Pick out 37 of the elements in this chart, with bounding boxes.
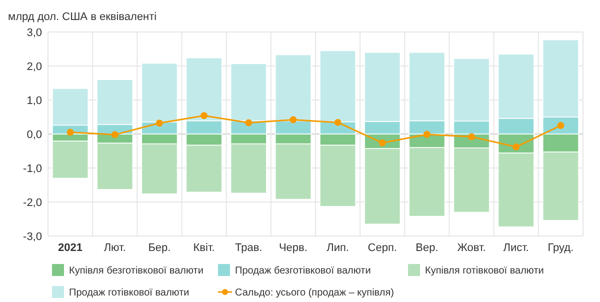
y-tick-label: -1,0: [23, 162, 42, 175]
x-tick-label: Бер.: [148, 242, 171, 254]
x-tick-label: Жовт.: [457, 242, 486, 254]
y-tick-label: 0,0: [26, 128, 42, 141]
y-tick-label: -2,0: [23, 196, 42, 209]
legend-label: Продаж безготівкової валюти: [235, 266, 371, 276]
x-tick-label: Лист.: [503, 242, 529, 254]
x-tick-label: Черв.: [278, 242, 308, 254]
point: [557, 122, 564, 129]
x-tick-label: Груд.: [548, 242, 574, 254]
point: [156, 120, 163, 127]
point: [468, 133, 476, 140]
legend-label: Купівля безготівкової валюти: [69, 266, 204, 276]
x-tick-label: 2021: [58, 242, 83, 254]
point: [290, 116, 297, 124]
x-tick-label: Трав.: [235, 242, 262, 254]
y-tick-label: 2,0: [26, 60, 42, 73]
legend-label: Сальдо: усього (продаж – купівля): [235, 288, 394, 298]
point: [66, 128, 74, 136]
legend-label: Купівля готівкової валюти: [425, 266, 544, 276]
y-tick-label: -3,0: [23, 230, 42, 243]
x-tick-label: Серп.: [368, 242, 397, 254]
y-tick-label: 3,0: [26, 26, 42, 39]
y-tick-label: 1,0: [26, 94, 42, 107]
x-tick-label: Вер.: [416, 242, 438, 254]
point: [245, 119, 252, 126]
point: [378, 139, 386, 146]
point: [512, 143, 520, 150]
point: [423, 130, 430, 138]
x-tick-label: Лют.: [104, 242, 126, 254]
point: [334, 118, 342, 126]
x-tick-label: Квіт.: [193, 242, 215, 254]
x-tick-label: Лип.: [326, 242, 349, 254]
legend-label: Продаж готівкової валюти: [69, 288, 190, 298]
point: [200, 112, 208, 120]
y-axis-title: млрд дол. США в еквіваленті: [8, 11, 157, 23]
point: [111, 131, 118, 138]
